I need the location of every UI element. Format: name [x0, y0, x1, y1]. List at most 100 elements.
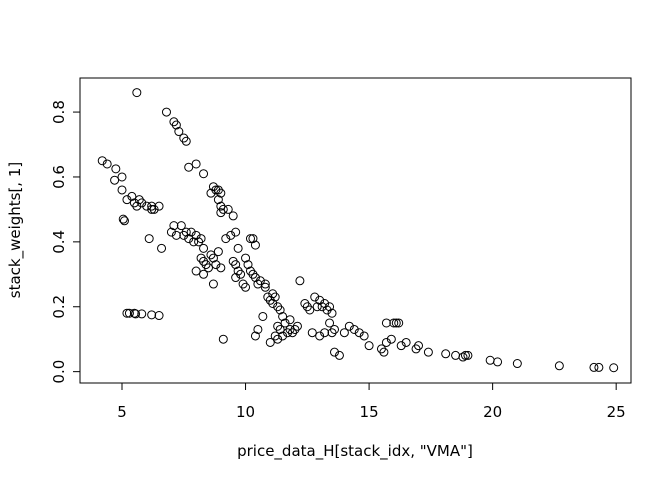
data-point	[245, 234, 255, 244]
data-point	[97, 156, 107, 166]
data-point	[208, 279, 218, 289]
x-axis: 5 10 15 20 25	[117, 382, 626, 421]
data-point	[144, 234, 154, 244]
x-tick-label: 15	[360, 403, 379, 421]
data-point	[278, 331, 288, 341]
data-point	[512, 359, 522, 369]
data-point	[199, 169, 209, 179]
data-point	[196, 253, 206, 263]
data-point	[275, 305, 285, 315]
data-point	[171, 120, 181, 130]
data-point	[344, 321, 354, 331]
data-point	[206, 188, 216, 198]
data-point	[129, 308, 139, 318]
data-point	[320, 328, 330, 338]
data-point	[218, 204, 228, 214]
data-point	[275, 324, 285, 334]
data-point	[250, 240, 260, 250]
data-point	[329, 324, 339, 334]
y-tick-label: 0.2	[50, 295, 68, 319]
data-point	[228, 211, 238, 221]
data-point	[147, 310, 157, 320]
data-point	[258, 311, 268, 321]
data-point	[186, 227, 196, 237]
data-point	[124, 308, 134, 318]
data-point	[132, 201, 142, 211]
data-point	[181, 136, 191, 146]
data-point	[245, 266, 255, 276]
data-point	[166, 227, 176, 237]
data-point	[463, 350, 473, 360]
data-point	[589, 362, 599, 372]
y-axis: 0.0 0.2 0.4 0.6 0.8	[50, 100, 81, 384]
data-point	[376, 344, 386, 354]
data-point	[131, 309, 141, 319]
data-point	[241, 253, 251, 263]
data-point	[268, 289, 278, 299]
data-point	[285, 324, 295, 334]
x-axis-title: price_data_H[stack_idx, "VMA"]	[237, 442, 473, 461]
data-point	[213, 195, 223, 205]
data-point	[154, 201, 164, 211]
data-point	[221, 234, 231, 244]
data-point	[174, 127, 184, 137]
data-point	[208, 182, 218, 192]
data-point	[381, 337, 391, 347]
data-point	[196, 234, 206, 244]
data-point	[401, 337, 411, 347]
data-point	[485, 355, 495, 365]
data-point	[327, 308, 337, 318]
data-point	[122, 308, 132, 318]
data-point	[213, 247, 223, 257]
data-point	[460, 350, 470, 360]
data-point	[111, 164, 121, 174]
data-point	[102, 159, 112, 169]
data-point	[287, 328, 297, 338]
data-point	[394, 318, 404, 328]
data-point	[268, 299, 278, 309]
data-point	[302, 302, 312, 312]
data-point	[451, 350, 461, 360]
data-point	[315, 331, 325, 341]
y-tick-label: 0.4	[50, 230, 68, 254]
data-point	[122, 195, 132, 205]
data-point	[325, 302, 335, 312]
data-point	[211, 260, 221, 270]
data-point	[260, 282, 270, 292]
data-point	[285, 315, 295, 325]
data-point	[255, 276, 265, 286]
data-point	[117, 185, 127, 195]
data-point	[208, 253, 218, 263]
data-point	[260, 279, 270, 289]
data-point	[132, 88, 142, 98]
data-point	[364, 341, 374, 351]
data-point	[312, 302, 322, 312]
data-point	[147, 204, 157, 214]
data-point	[414, 341, 424, 351]
data-point	[218, 334, 228, 344]
data-point	[199, 256, 209, 266]
data-point	[307, 328, 317, 338]
data-point	[381, 318, 391, 328]
data-point	[171, 230, 181, 240]
data-point	[265, 295, 275, 305]
data-point	[411, 344, 421, 354]
data-point	[317, 302, 327, 312]
data-point	[154, 311, 164, 321]
data-point	[391, 318, 401, 328]
data-point	[594, 362, 604, 372]
data-point	[263, 292, 273, 302]
data-point	[142, 201, 152, 211]
data-point	[199, 243, 209, 253]
data-point	[233, 243, 243, 253]
data-point	[169, 221, 179, 231]
data-point	[179, 133, 189, 143]
data-point	[253, 324, 263, 334]
data-point	[118, 214, 128, 224]
data-point	[283, 328, 293, 338]
data-point	[236, 269, 246, 279]
data-point	[359, 331, 369, 341]
data-point	[216, 208, 226, 218]
data-point	[354, 328, 364, 338]
